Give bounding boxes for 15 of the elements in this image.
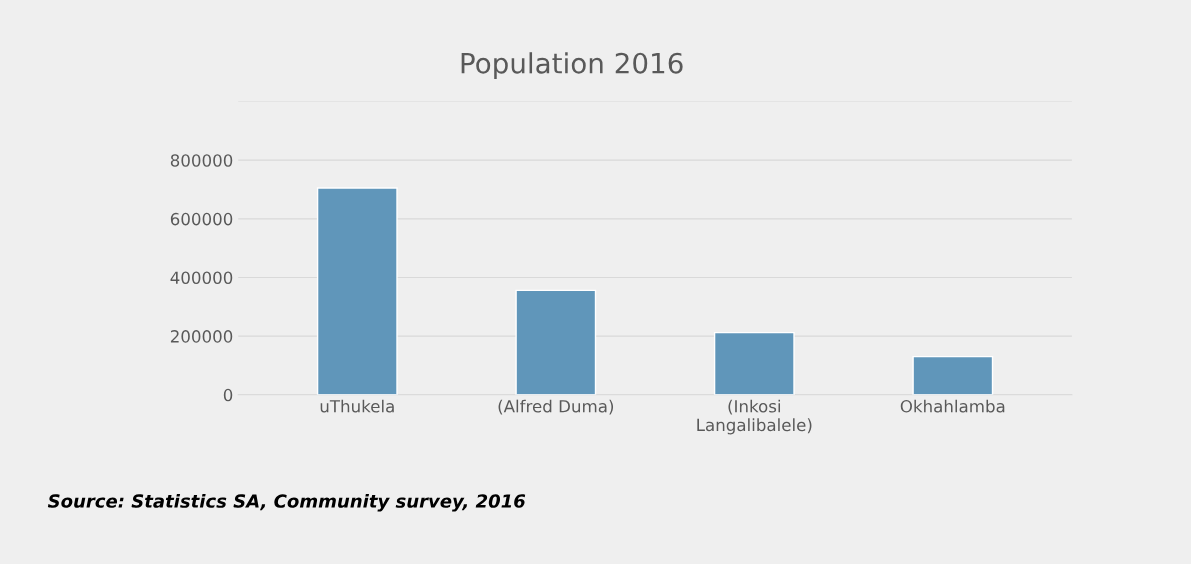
y-tick-label: 0 xyxy=(223,388,233,402)
x-tick-label: (Alfred Duma) xyxy=(498,399,614,415)
x-tick-label: (Inkosi Langalibalele) xyxy=(697,399,812,435)
x-tick-label: Okhahlamba xyxy=(900,399,1005,413)
y-tick-label: 200000 xyxy=(170,330,233,343)
bar xyxy=(912,355,994,395)
y-tick-label: 400000 xyxy=(170,271,233,285)
y-tick-label: 600000 xyxy=(170,212,233,226)
bar xyxy=(316,187,398,395)
x-tick-label: uThukela xyxy=(320,399,394,413)
chart-title: Population 2016 xyxy=(461,52,683,80)
y-tick-label: 800000 xyxy=(170,154,233,167)
bar xyxy=(515,289,597,395)
bar xyxy=(713,331,795,395)
source-note: Source: Statistics SA, Community survey, 2016 xyxy=(47,493,526,512)
